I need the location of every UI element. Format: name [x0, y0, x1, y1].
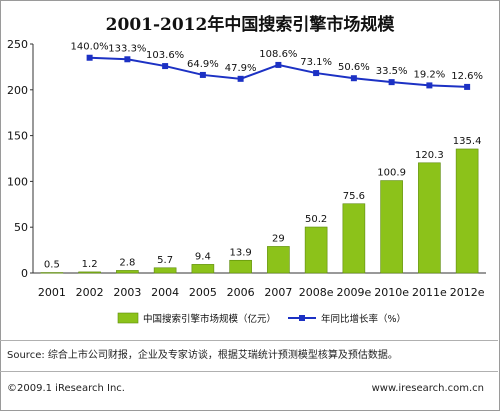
x-tick-label: 2010e [374, 286, 409, 299]
bar-value-label: 100.9 [377, 168, 406, 179]
x-tick-label: 2005 [189, 286, 217, 299]
bar-value-label: 135.4 [453, 136, 482, 147]
growth-rate-point [199, 71, 206, 78]
growth-rate-point [162, 63, 169, 70]
growth-rate-point [388, 79, 395, 86]
bar [342, 203, 366, 274]
x-tick-label: 2006 [227, 286, 255, 299]
bar-value-label: 9.4 [195, 251, 211, 262]
y-tick-label: 50 [14, 221, 28, 234]
legend-line-label: 年同比增长率（%） [321, 313, 406, 325]
y-tick-label: 100 [7, 175, 28, 188]
growth-rate-label: 33.5% [376, 66, 408, 77]
bar-value-label: 0.5 [44, 260, 60, 271]
bar-value-label: 13.9 [229, 247, 251, 258]
x-tick-label: 2009e [336, 286, 371, 299]
bar-value-label: 5.7 [157, 255, 173, 266]
bar [153, 267, 177, 274]
bar-value-label: 120.3 [415, 150, 444, 161]
bar [191, 264, 215, 274]
growth-rate-point [275, 61, 282, 68]
bar [455, 148, 479, 274]
x-tick-label: 2008e [299, 286, 334, 299]
growth-rate-label: 64.9% [187, 59, 219, 70]
bar [40, 272, 64, 274]
growth-rate-point [313, 70, 320, 77]
legend-bar-swatch [117, 312, 139, 324]
bar [78, 271, 101, 274]
y-tick-label: 200 [7, 84, 28, 97]
footer-divider-bottom [0, 371, 498, 372]
bar [304, 226, 328, 274]
bar [380, 180, 403, 274]
growth-rate-label: 19.2% [413, 69, 445, 80]
chart-title: 2001-2012年中国搜索引擎市场规模 [105, 15, 395, 35]
growth-rate-label: 140.0% [71, 42, 109, 53]
growth-rate-label: 133.3% [108, 43, 146, 54]
x-tick-label: 2007 [264, 286, 292, 299]
growth-rate-point [86, 54, 93, 61]
growth-rate-label: 103.6% [146, 50, 184, 61]
growth-rate-point [464, 83, 471, 90]
y-tick-label: 0 [21, 267, 28, 280]
copyright-text: ©2009.1 iResearch Inc. [7, 383, 125, 394]
bar-value-label: 1.2 [82, 259, 98, 270]
growth-rate-label: 50.6% [338, 62, 370, 73]
growth-rate-point [237, 75, 244, 82]
bar-value-label: 29 [272, 233, 285, 244]
y-tick-label: 150 [7, 130, 28, 143]
growth-rate-label: 12.6% [451, 71, 483, 82]
footer-divider-top [0, 340, 498, 341]
growth-rate-label: 73.1% [300, 57, 332, 68]
x-tick-label: 2012e [450, 286, 485, 299]
x-tick-label: 2003 [113, 286, 141, 299]
legend-line-marker [299, 315, 305, 321]
growth-rate-point [350, 75, 357, 82]
bar [229, 259, 252, 274]
bar-value-label: 75.6 [343, 191, 365, 202]
y-tick-label: 250 [7, 38, 28, 51]
legend-bar-label: 中国搜索引擎市场规模（亿元） [143, 313, 276, 325]
bar [267, 246, 290, 274]
website-text: www.iresearch.com.cn [371, 383, 484, 394]
x-tick-label: 2011e [412, 286, 447, 299]
bar [116, 270, 139, 274]
source-note: Source: 综合上市公司财报，企业及专家访谈，根据艾瑞统计预测模型核算及预估… [7, 350, 398, 361]
growth-rate-point [426, 82, 433, 89]
growth-rate-label: 47.9% [225, 63, 257, 74]
growth-rate-label: 108.6% [259, 49, 297, 60]
x-tick-label: 2001 [38, 286, 66, 299]
x-tick-label: 2004 [151, 286, 179, 299]
growth-rate-point [124, 56, 131, 63]
bar [418, 162, 441, 274]
bar-value-label: 2.8 [119, 257, 135, 268]
x-tick-label: 2002 [76, 286, 104, 299]
bar-value-label: 50.2 [305, 214, 327, 225]
